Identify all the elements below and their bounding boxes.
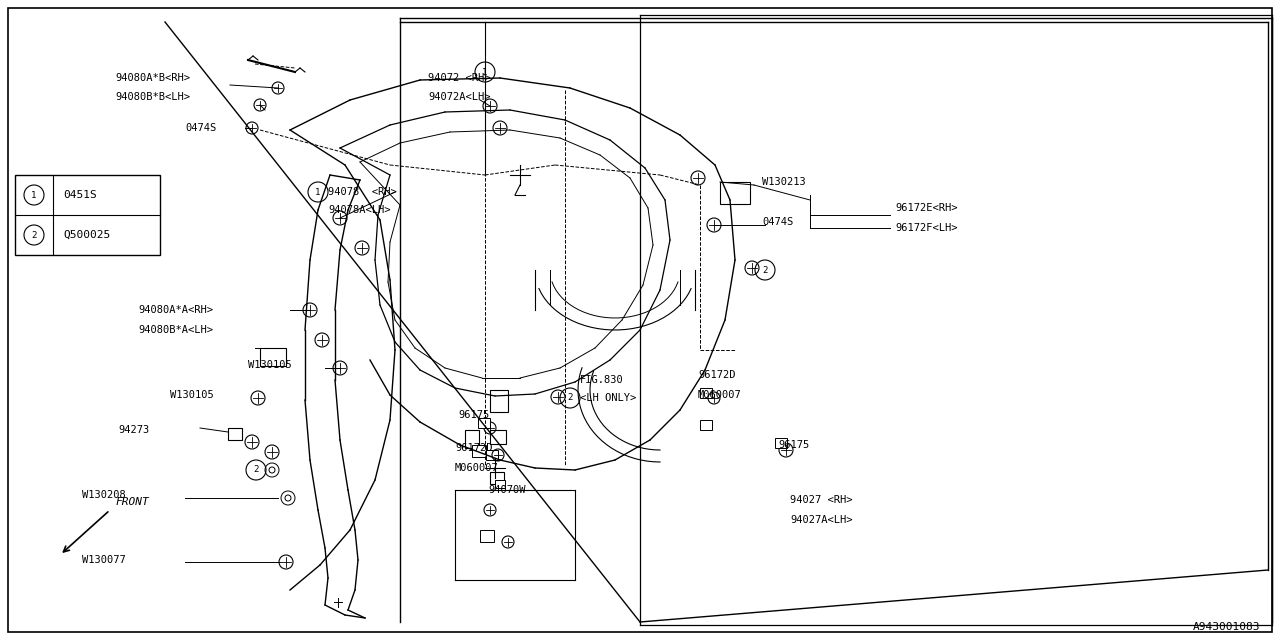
Text: 94080B*A<LH>: 94080B*A<LH> <box>138 325 212 335</box>
Text: 0474S: 0474S <box>762 217 794 227</box>
Text: 96172E<RH>: 96172E<RH> <box>895 203 957 213</box>
Bar <box>490 430 506 444</box>
Text: W130213: W130213 <box>762 177 805 187</box>
Text: 2: 2 <box>567 394 572 403</box>
Text: 94070W: 94070W <box>488 485 526 495</box>
Bar <box>495 480 506 488</box>
Text: 94080B*B<LH>: 94080B*B<LH> <box>115 92 189 102</box>
Text: 0451S: 0451S <box>63 190 97 200</box>
Text: 94078A<LH>: 94078A<LH> <box>328 205 390 215</box>
Bar <box>465 430 479 448</box>
Text: 1: 1 <box>483 67 488 77</box>
Text: 94027A<LH>: 94027A<LH> <box>790 515 852 525</box>
Bar <box>472 445 486 457</box>
Text: 94080A*A<RH>: 94080A*A<RH> <box>138 305 212 315</box>
Text: 94027 <RH>: 94027 <RH> <box>790 495 852 505</box>
Bar <box>700 420 712 430</box>
Text: 94078  <RH>: 94078 <RH> <box>328 187 397 197</box>
Text: 94072 <RH>: 94072 <RH> <box>428 73 490 83</box>
Bar <box>477 418 490 428</box>
Bar <box>700 388 712 398</box>
Text: 94080A*B<RH>: 94080A*B<RH> <box>115 73 189 83</box>
Text: W130105: W130105 <box>248 360 292 370</box>
Text: 0474S: 0474S <box>186 123 216 133</box>
Text: M060007: M060007 <box>698 390 741 400</box>
Bar <box>15 175 160 255</box>
Text: Q500025: Q500025 <box>63 230 110 240</box>
Bar <box>490 472 504 484</box>
Text: 96175: 96175 <box>458 410 489 420</box>
Text: 96172F<LH>: 96172F<LH> <box>895 223 957 233</box>
Bar <box>228 428 242 440</box>
Bar <box>260 348 285 366</box>
Text: 1: 1 <box>315 188 321 196</box>
Text: 2: 2 <box>253 465 259 474</box>
Text: W130077: W130077 <box>82 555 125 565</box>
Text: 1: 1 <box>31 191 37 200</box>
Bar <box>719 182 750 204</box>
Text: 96172D: 96172D <box>454 443 493 453</box>
Text: W130208: W130208 <box>82 490 125 500</box>
Text: 2: 2 <box>31 230 37 239</box>
Text: 96172D: 96172D <box>698 370 736 380</box>
Text: W130105: W130105 <box>170 390 214 400</box>
Text: M060007: M060007 <box>454 463 499 473</box>
Text: 94273: 94273 <box>118 425 150 435</box>
Text: A943001083: A943001083 <box>1193 622 1260 632</box>
Text: 2: 2 <box>763 266 768 275</box>
Bar <box>490 390 508 412</box>
Text: 96175: 96175 <box>778 440 809 450</box>
Text: 94072A<LH>: 94072A<LH> <box>428 92 490 102</box>
Text: FIG.830: FIG.830 <box>580 375 623 385</box>
Bar <box>480 530 494 542</box>
Bar <box>774 438 787 448</box>
Text: <LH ONLY>: <LH ONLY> <box>580 393 636 403</box>
Bar <box>486 450 498 460</box>
Text: FRONT: FRONT <box>115 497 148 507</box>
